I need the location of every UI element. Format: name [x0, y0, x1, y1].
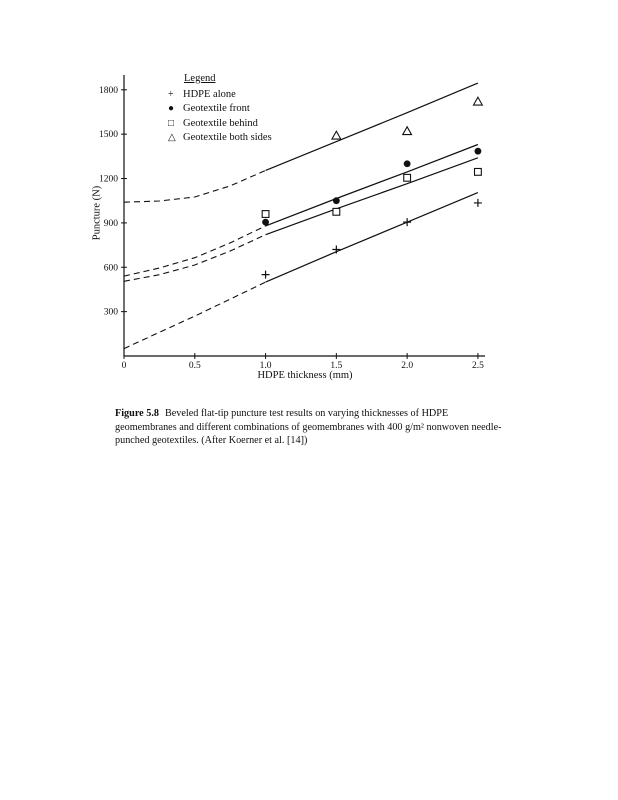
data-point-filled-circle: [403, 160, 411, 168]
data-point-open-square: [332, 207, 341, 216]
data-point-filled-circle: [474, 147, 482, 155]
figure-caption: Figure 5.8 Beveled flat-tip puncture test…: [115, 407, 503, 448]
legend-title: Legend: [184, 73, 216, 84]
x-tick-label: 1.0: [260, 361, 272, 371]
data-point-open-triangle: [401, 125, 413, 136]
y-tick-label: 1800: [99, 86, 118, 96]
trend-line-solid: [265, 192, 479, 283]
trend-line-dashed: [123, 234, 266, 282]
legend-item-hdpe-alone: + HDPE alone: [168, 88, 272, 103]
y-tick-label: 1200: [99, 175, 118, 185]
data-point-plus: [332, 245, 341, 254]
figure-caption-label: Figure 5.8: [115, 408, 159, 420]
x-tick-label: 0: [122, 361, 127, 371]
open-square-marker-icon: □: [168, 117, 175, 129]
puncture-vs-thickness-chart: 300 600 900 1200 1500 1800 0 0.5 1.0 1.5 2.0 2.5: [99, 75, 485, 371]
data-point-filled-circle: [332, 197, 340, 205]
legend-item-geotextile-behind: □ Geotextile behind: [168, 117, 272, 132]
data-point-open-square: [261, 210, 270, 218]
plus-marker-icon: +: [168, 88, 174, 100]
legend-item-label: Geotextile behind: [183, 117, 258, 129]
data-point-open-triangle: [472, 96, 484, 106]
legend-item-geotextile-both-sides: △ Geotextile both sides: [168, 131, 272, 146]
y-axis-label: Puncture (N): [91, 185, 103, 241]
figure-caption-text: Beveled flat-tip puncture test results o…: [115, 408, 502, 447]
chart-legend: Legend + HDPE alone ● Geotextile front □ Ge…: [168, 72, 272, 146]
x-tick-label: 2.5: [472, 361, 484, 371]
data-point-plus: [473, 198, 482, 207]
x-tick-label: 1.5: [330, 361, 342, 371]
open-triangle-marker-icon: △: [168, 132, 176, 143]
data-point-open-square: [473, 167, 482, 176]
data-point-plus: [261, 270, 270, 279]
trend-line-solid: [265, 82, 479, 171]
data-point-open-square: [403, 173, 412, 182]
data-point-plus: [403, 218, 412, 227]
y-tick-label: 600: [104, 263, 119, 273]
filled-circle-marker-icon: ●: [168, 103, 175, 114]
trend-line-dashed: [123, 281, 266, 350]
legend-item-geotextile-front: ● Geotextile front: [168, 102, 272, 117]
trend-line-dashed: [123, 169, 266, 203]
x-axis-label: HDPE thickness (mm): [257, 370, 353, 381]
data-point-open-triangle: [331, 130, 342, 140]
y-tick-label: 900: [104, 219, 119, 229]
trend-line-solid: [265, 157, 479, 236]
legend-item-label: Geotextile front: [183, 103, 250, 114]
data-point-filled-circle: [262, 218, 269, 226]
x-tick-label: 2.0: [401, 361, 413, 371]
trend-line-dashed: [123, 225, 266, 277]
trend-line-solid: [265, 143, 479, 227]
legend-item-label: Geotextile both sides: [183, 132, 272, 143]
y-tick-label: 1500: [99, 130, 118, 140]
legend-item-label: HDPE alone: [183, 88, 236, 100]
x-tick-label: 0.5: [189, 361, 201, 371]
y-tick-label: 300: [104, 308, 119, 318]
